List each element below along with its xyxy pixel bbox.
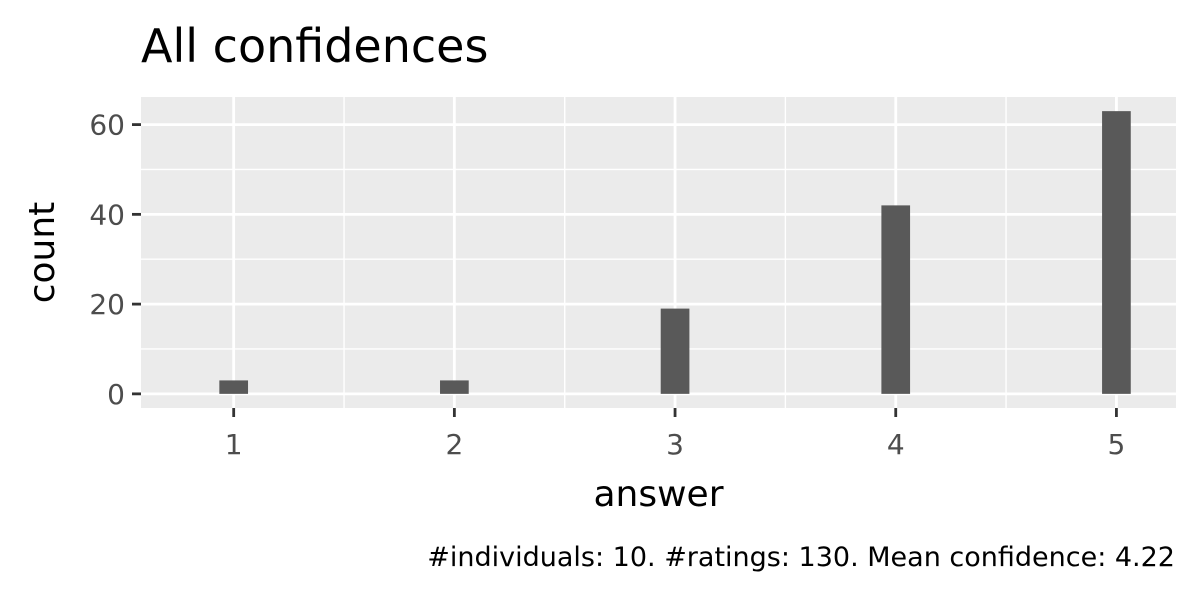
axis-ticks: 0 20 40 60 1 2 3 4 5: [89, 109, 1125, 461]
y-axis-title: count: [22, 202, 63, 304]
bar-answer-1: [219, 380, 249, 394]
plot-panel: [141, 97, 1176, 408]
chart-caption: #individuals: 10. #ratings: 130. Mean co…: [427, 542, 1175, 573]
bar-answer-4: [881, 205, 911, 394]
bars: [219, 111, 1131, 394]
y-tick-label: 60: [89, 109, 125, 142]
x-axis-title: answer: [593, 474, 723, 515]
x-tick-label: 3: [666, 428, 684, 461]
chart-title: All confidences: [141, 19, 488, 73]
x-tick-label: 5: [1108, 428, 1126, 461]
y-tick-label: 0: [107, 378, 125, 411]
y-tick-label: 40: [89, 198, 125, 231]
x-tick-label: 4: [887, 428, 905, 461]
bar-answer-3: [660, 308, 690, 394]
x-tick-label: 1: [225, 428, 243, 461]
y-tick-label: 20: [89, 288, 125, 321]
bar-answer-5: [1102, 111, 1131, 394]
bar-answer-2: [440, 380, 469, 394]
x-tick-label: 2: [445, 428, 463, 461]
